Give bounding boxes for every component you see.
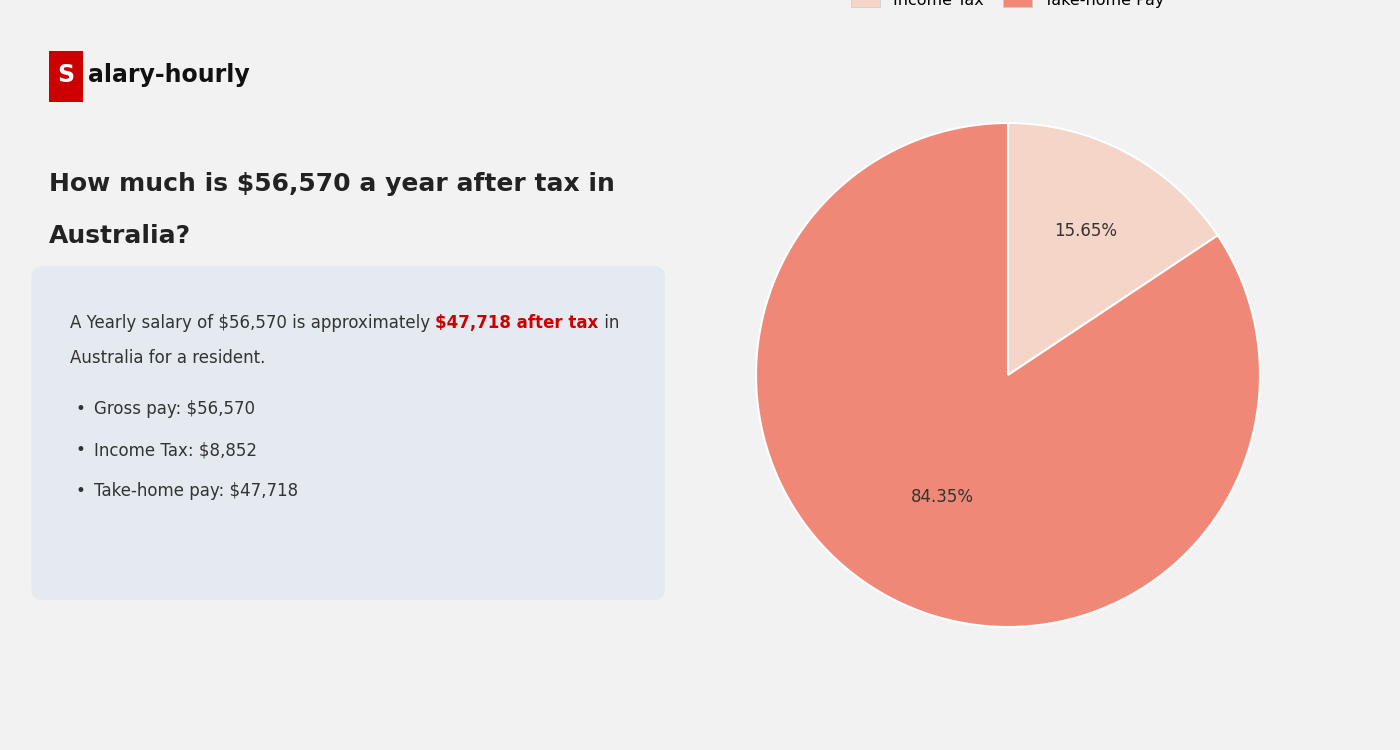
Text: How much is $56,570 a year after tax in: How much is $56,570 a year after tax in [49,172,615,196]
Text: 15.65%: 15.65% [1054,221,1117,239]
Text: •: • [76,482,85,500]
Text: 84.35%: 84.35% [911,488,974,506]
Legend: Income Tax, Take-home Pay: Income Tax, Take-home Pay [846,0,1170,14]
Wedge shape [756,123,1260,627]
Text: Income Tax: $8,852: Income Tax: $8,852 [95,441,258,459]
Text: Australia?: Australia? [49,224,192,248]
Text: $47,718 after tax: $47,718 after tax [435,314,599,332]
Text: Gross pay: $56,570: Gross pay: $56,570 [95,400,255,418]
Text: in: in [599,314,619,332]
FancyBboxPatch shape [49,51,83,102]
Text: •: • [76,441,85,459]
Text: •: • [76,400,85,418]
Text: alary-hourly: alary-hourly [88,63,251,87]
Text: Take-home pay: $47,718: Take-home pay: $47,718 [95,482,298,500]
Text: S: S [57,63,74,87]
FancyBboxPatch shape [31,266,665,600]
Text: A Yearly salary of $56,570 is approximately: A Yearly salary of $56,570 is approximat… [70,314,435,332]
Wedge shape [1008,123,1218,375]
Text: Australia for a resident.: Australia for a resident. [70,349,266,367]
